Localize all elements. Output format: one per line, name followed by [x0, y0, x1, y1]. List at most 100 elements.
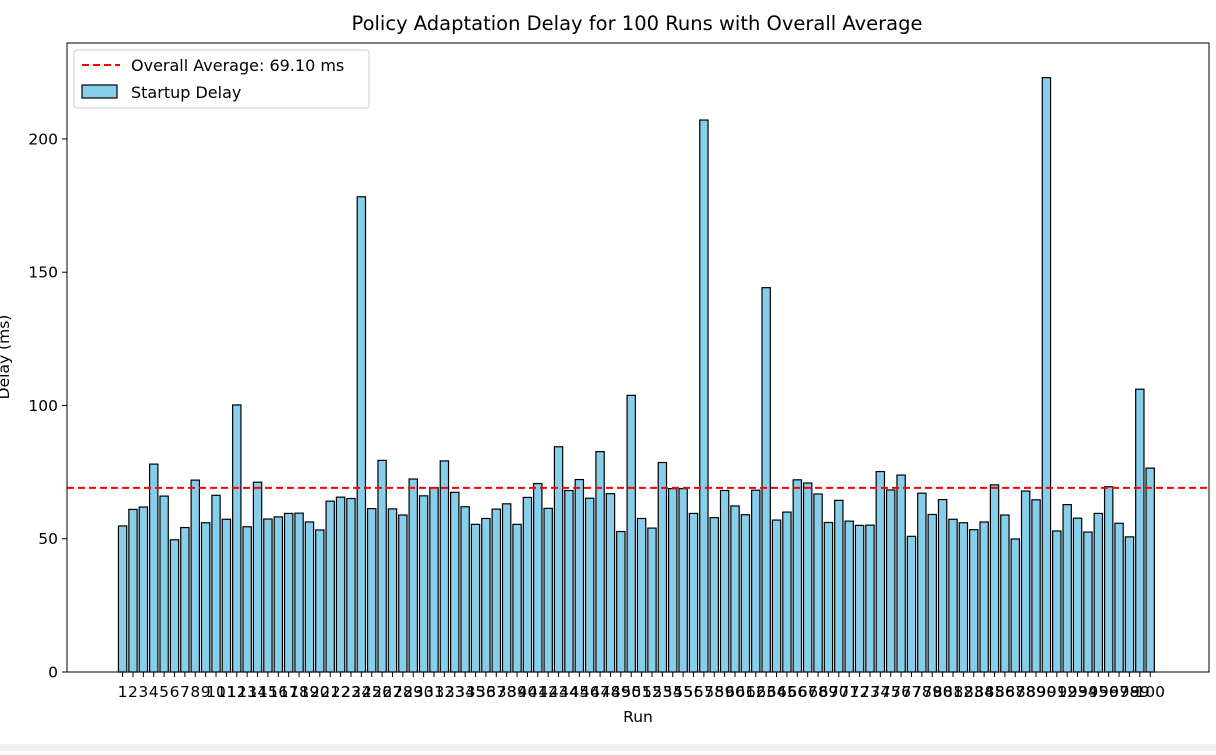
x-tick-label: 61 [736, 683, 756, 701]
bar-run-83 [969, 529, 979, 673]
bar-run-51 [636, 517, 647, 673]
bar-run-44 [564, 489, 574, 673]
bar-run-50 [626, 394, 636, 673]
bar-run-64 [771, 519, 782, 673]
bar-run-15 [263, 518, 273, 673]
y-tick-label: 0 [48, 664, 58, 682]
bar-run-10 [211, 494, 221, 673]
x-tick-label: 88 [1016, 683, 1036, 701]
x-tick-label: 27 [383, 683, 403, 701]
x-tick-label: 15 [258, 683, 278, 701]
bar-run-4 [148, 463, 159, 673]
bar-run-16 [273, 516, 284, 673]
x-tick-label: 71 [839, 683, 859, 701]
bar-run-77 [906, 535, 917, 673]
x-tick-label: 67 [798, 683, 818, 701]
x-tick-label: 84 [974, 683, 994, 701]
bar-run-54 [667, 488, 678, 673]
x-tick-label: 93 [1068, 683, 1088, 701]
x-tick-label: 76 [891, 683, 911, 701]
bar-run-61 [740, 514, 751, 673]
bar-run-31 [429, 486, 439, 673]
bar-run-13 [242, 526, 252, 673]
bar-run-99 [1135, 388, 1145, 673]
x-tick-label: 59 [715, 683, 735, 701]
bar-run-71 [844, 520, 854, 673]
bar-run-95 [1093, 512, 1104, 673]
x-tick-label: 98 [1120, 683, 1140, 701]
x-tick-label: 37 [486, 683, 506, 701]
bar-run-24 [356, 196, 367, 673]
x-tick-label: 23 [341, 683, 361, 701]
bar-run-52 [647, 527, 657, 673]
x-tick-label: 97 [1109, 683, 1129, 701]
bar-run-75 [885, 489, 896, 673]
x-tick-label: 65 [777, 683, 797, 701]
bar-run-72 [854, 524, 865, 673]
x-tick-label: 9 [201, 683, 211, 701]
x-tick-label: 30 [414, 683, 434, 701]
x-tick-label: 87 [1005, 683, 1025, 701]
x-tick-label: 39 [507, 683, 527, 701]
bar-run-62 [751, 489, 761, 673]
x-tick-label: 13 [237, 683, 257, 701]
x-tick-label: 74 [870, 683, 890, 701]
x-tick-label: 58 [704, 683, 724, 701]
bar-run-27 [387, 508, 398, 673]
x-tick-label: 10 [206, 683, 226, 701]
bar-run-53 [657, 461, 668, 673]
x-tick-label: 100 [1135, 683, 1165, 701]
x-tick-label: 94 [1078, 683, 1098, 701]
bar-run-26 [377, 459, 387, 673]
x-tick-label: 64 [767, 683, 787, 701]
x-tick-label: 53 [652, 683, 672, 701]
bar-run-80 [937, 498, 948, 673]
bar-run-20 [315, 529, 325, 673]
bar-run-11 [221, 518, 232, 673]
x-tick-label: 69 [819, 683, 839, 701]
x-tick-label: 57 [694, 683, 714, 701]
x-axis-label: Run [623, 708, 653, 726]
x-tick-label: 1 [118, 683, 128, 701]
bar-run-17 [283, 512, 294, 673]
x-tick-label: 33 [445, 683, 465, 701]
y-tick-label: 200 [28, 130, 58, 148]
bar-run-3 [138, 506, 149, 673]
bar-run-9 [200, 522, 211, 673]
x-tick-label: 78 [912, 683, 932, 701]
x-tick-label: 99 [1130, 683, 1150, 701]
bar-run-18 [294, 512, 304, 673]
bar-run-1 [117, 525, 128, 673]
bar-run-30 [418, 495, 429, 673]
window-bottom-strip [0, 744, 1216, 751]
bar-run-67 [802, 482, 813, 673]
x-tick-label: 28 [393, 683, 413, 701]
legend: Overall Average: 69.10 ms Startup Delay [73, 49, 370, 109]
bar-run-22 [335, 496, 346, 673]
x-tick-label: 29 [403, 683, 423, 701]
bar-run-21 [325, 500, 335, 673]
x-tick-label: 81 [943, 683, 963, 701]
x-tick-label: 48 [601, 683, 621, 701]
x-tick-label: 46 [580, 683, 600, 701]
bar-run-78 [917, 492, 927, 673]
bar-run-60 [730, 505, 740, 673]
bar-run-7 [180, 526, 190, 673]
x-tick-label: 47 [590, 683, 610, 701]
bar-run-98 [1124, 536, 1135, 673]
bar-run-55 [678, 488, 688, 673]
x-tick-label: 54 [663, 683, 683, 701]
x-tick-label: 90 [1037, 683, 1057, 701]
bar-run-89 [1031, 499, 1041, 673]
x-tick-label: 11 [217, 683, 237, 701]
x-tick-label: 21 [320, 683, 340, 701]
bar-run-32 [439, 460, 450, 673]
bar-run-39 [512, 523, 522, 673]
legend-series-label: Startup Delay [131, 83, 241, 102]
x-tick-label: 85 [985, 683, 1005, 701]
x-tick-label: 26 [372, 683, 392, 701]
y-tick-label: 150 [28, 264, 58, 282]
x-tick-label: 44 [559, 683, 579, 701]
